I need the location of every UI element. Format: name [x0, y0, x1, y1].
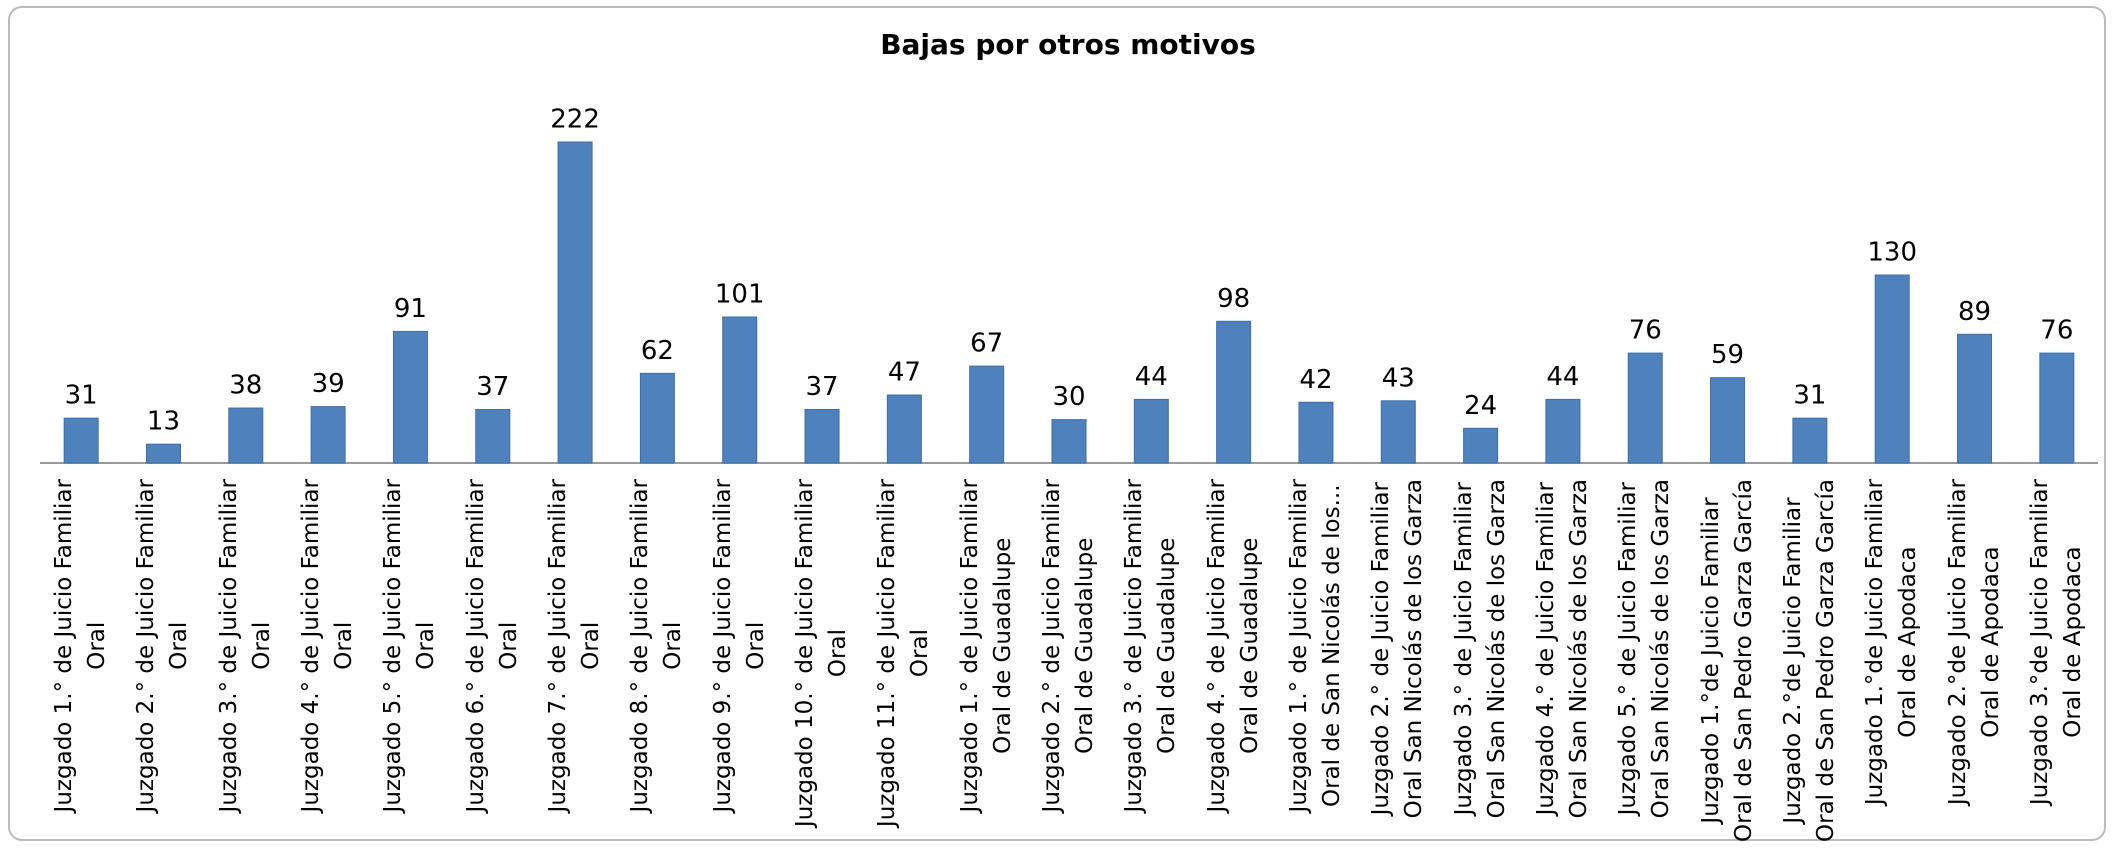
bar: [1298, 401, 1334, 464]
bar: [969, 365, 1005, 464]
bar: [722, 316, 758, 464]
x-tick-label: Juzgado 9.° de Juicio Familiar Oral: [709, 479, 769, 813]
x-tick-label: Juzgado 1.°de Juicio Familiar Oral de Sa…: [1697, 479, 1757, 842]
bar: [63, 417, 99, 464]
value-label: 37: [476, 372, 509, 402]
x-tick-label: Juzgado 2.°de Juicio Familiar Oral de Sa…: [1779, 479, 1839, 842]
value-label: 43: [1382, 363, 1415, 393]
x-tick-label: Juzgado 1.° de Juicio Familiar Oral de G…: [956, 479, 1016, 813]
value-label: 42: [1299, 365, 1332, 395]
bar: [228, 407, 264, 464]
x-tick-label: Juzgado 1.° de Juicio Familiar Oral: [51, 479, 111, 813]
x-tick-label: Juzgado 2.° de Juicio Familiar Oral de G…: [1039, 479, 1098, 813]
x-tick-label: Juzgado 11.° de Juicio Familiar Oral: [874, 479, 934, 828]
value-label: 98: [1217, 284, 1250, 314]
bar: [1710, 377, 1746, 464]
x-tick-label: Juzgado 3.° de Juicio Familiar Oral de G…: [1121, 479, 1181, 813]
value-label: 37: [805, 372, 838, 402]
bar: [1380, 400, 1416, 464]
bar: [392, 330, 428, 464]
bar: [1133, 398, 1169, 464]
value-label: 62: [641, 336, 674, 366]
bar: [1216, 320, 1252, 464]
x-tick-label: Juzgado 8.° de Juicio Familiar Oral: [627, 479, 687, 813]
value-label: 76: [2040, 316, 2073, 346]
x-tick-label: Juzgado 5.° de Juicio Familiar Oral: [380, 479, 440, 813]
bar: [1874, 274, 1910, 464]
value-label: 76: [1629, 316, 1662, 346]
value-label: 31: [65, 381, 98, 411]
x-tick-label: Juzgado 4.° de Juicio Familiar Oral de G…: [1203, 479, 1263, 813]
x-tick-label: Juzgado 1.° de Juicio Familiar Oral de S…: [1285, 479, 1345, 813]
x-tick-label: Juzgado 3.° de Juicio Familiar Oral San …: [1450, 479, 1510, 819]
chart-frame: [8, 6, 2106, 841]
bar: [1957, 333, 1993, 464]
bar: [145, 443, 181, 464]
value-label: 13: [147, 407, 180, 437]
x-tick-label: Juzgado 3.° de Juicio Familiar Oral: [215, 479, 275, 813]
bar: [804, 409, 840, 464]
bar: [2039, 352, 2075, 464]
bar: [557, 141, 593, 464]
value-label: 24: [1464, 391, 1497, 421]
x-tick-label: Juzgado 2.° de Juicio Familiar Oral San …: [1368, 479, 1428, 819]
x-tick-label: Juzgado 3.°de Juicio Familiar Oral de Ap…: [2026, 479, 2086, 806]
chart-title: Bajas por otros motivos: [880, 28, 1256, 61]
x-tick-label: Juzgado 7.° de Juicio Familiar Oral: [545, 479, 605, 813]
bar: [1792, 417, 1828, 464]
value-label: 39: [312, 369, 345, 399]
value-label: 31: [1793, 381, 1826, 411]
value-label: 101: [715, 279, 765, 309]
value-label: 222: [550, 105, 600, 135]
x-tick-label: Juzgado 10.° de Juicio Familiar Oral: [792, 479, 852, 828]
value-label: 47: [888, 358, 921, 388]
bar: [886, 394, 922, 464]
x-tick-label: Juzgado 6.° de Juicio Familiar Oral: [462, 479, 522, 813]
value-label: 44: [1135, 362, 1168, 392]
value-label: 130: [1867, 238, 1917, 268]
value-label: 89: [1958, 297, 1991, 327]
x-tick-label: Juzgado 1.°de Juicio Familiar Oral de Ap…: [1862, 479, 1922, 806]
x-tick-label: Juzgado 2.° de Juicio Familiar Oral: [133, 479, 193, 813]
bar: [310, 406, 346, 464]
x-tick-label: Juzgado 5.° de Juicio Familiar Oral San …: [1615, 479, 1675, 819]
bar: [1051, 419, 1087, 464]
value-label: 44: [1546, 362, 1579, 392]
value-label: 91: [394, 294, 427, 324]
x-tick-label: Juzgado 4.° de Juicio Familiar Oral San …: [1532, 479, 1592, 819]
bar: [639, 372, 675, 464]
bar: [1463, 427, 1499, 464]
x-tick-label: Juzgado 4.° de Juicio Familiar Oral: [298, 479, 358, 813]
bar: [1627, 352, 1663, 464]
bar: [475, 409, 511, 464]
value-label: 59: [1711, 340, 1744, 370]
bar: [1545, 398, 1581, 464]
value-label: 30: [1052, 382, 1085, 412]
x-tick-label: Juzgado 2.°de Juicio Familiar Oral de Ap…: [1944, 479, 2004, 806]
value-label: 38: [229, 371, 262, 401]
value-label: 67: [970, 329, 1003, 359]
